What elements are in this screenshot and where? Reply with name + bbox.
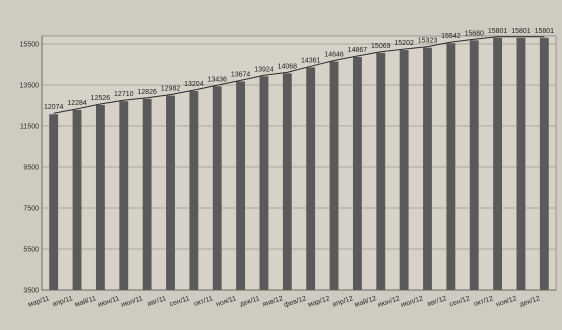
x-tick-label: мар/11	[27, 295, 50, 308]
bar	[352, 56, 362, 290]
bar	[399, 50, 409, 290]
x-tick-label: май/11	[74, 294, 97, 308]
plot-area	[41, 35, 557, 291]
data-label: 12710	[114, 91, 134, 98]
data-label: 14068	[278, 63, 298, 70]
data-label: 12826	[137, 89, 157, 96]
x-tick-label: янв/12	[262, 295, 284, 308]
x-tick-label: апр/11	[52, 295, 74, 308]
x-tick-label: мар/12	[307, 295, 331, 309]
bar	[423, 47, 432, 290]
data-label: 12074	[44, 104, 64, 111]
bar	[236, 81, 246, 290]
bar	[189, 91, 199, 291]
x-tick-label: дек/11	[239, 295, 261, 308]
data-label: 15323	[418, 38, 438, 45]
data-label: 12526	[91, 95, 111, 102]
trend-line	[53, 36, 545, 114]
data-label: 12982	[161, 86, 181, 93]
bar	[142, 98, 152, 290]
bar	[446, 43, 456, 290]
data-label: 15202	[394, 40, 414, 47]
y-tick-label: 9500	[23, 165, 39, 172]
data-label: 13924	[254, 66, 274, 73]
data-label: 14867	[348, 47, 368, 54]
x-tick-label: сен/12	[449, 295, 471, 308]
data-label: 15801	[511, 28, 531, 35]
data-label: 13436	[207, 76, 227, 83]
data-label: 15069	[371, 43, 391, 50]
x-tick-label: май/12	[354, 294, 378, 309]
x-tick-label: авг/11	[147, 295, 168, 308]
bar	[166, 95, 175, 290]
bar	[376, 52, 386, 291]
bar	[539, 37, 549, 290]
y-tick-label: 11500	[20, 124, 39, 131]
bar	[306, 67, 316, 290]
x-tick-label: авг/12	[426, 295, 447, 308]
data-label: 15801	[535, 28, 555, 35]
x-tick-label: фев/12	[283, 295, 307, 309]
y-tick-label: 7500	[23, 206, 39, 213]
x-tick-label: окт/12	[473, 295, 494, 308]
data-label: 15680	[464, 30, 484, 37]
x-tick-label: июн/12	[377, 295, 401, 309]
data-label: 12284	[67, 100, 87, 107]
y-tick-label: 5500	[23, 247, 39, 254]
data-label: 13674	[231, 71, 251, 78]
y-tick-label: 3500	[23, 288, 39, 295]
bar	[329, 61, 339, 290]
y-tick-label: 13500	[20, 83, 40, 90]
x-tick-label: ноя/12	[495, 295, 518, 308]
data-label: 15801	[488, 28, 508, 35]
data-label: 14646	[324, 52, 344, 59]
data-label: 13204	[184, 81, 204, 88]
x-tick-label: ноя/11	[215, 295, 237, 308]
x-tick-label: июл/12	[400, 295, 424, 309]
data-label: 14361	[301, 57, 321, 64]
bar	[493, 37, 503, 290]
bar	[119, 101, 129, 290]
bar	[469, 40, 479, 291]
bar	[49, 114, 59, 290]
data-label: 15542	[441, 33, 461, 40]
bar	[259, 76, 269, 290]
x-tick-label: июл/11	[120, 295, 143, 309]
bar	[212, 86, 222, 290]
bar	[516, 37, 526, 290]
x-tick-label: сен/11	[169, 295, 191, 308]
x-tick-label: окт/11	[193, 295, 214, 308]
bar	[95, 104, 105, 290]
bar	[282, 73, 292, 290]
x-tick-label: июн/11	[97, 295, 120, 309]
x-tick-label: апр/12	[332, 295, 355, 308]
bar	[72, 109, 82, 290]
y-tick-label: 15500	[20, 42, 40, 49]
x-tick-label: дек/12	[519, 295, 541, 308]
